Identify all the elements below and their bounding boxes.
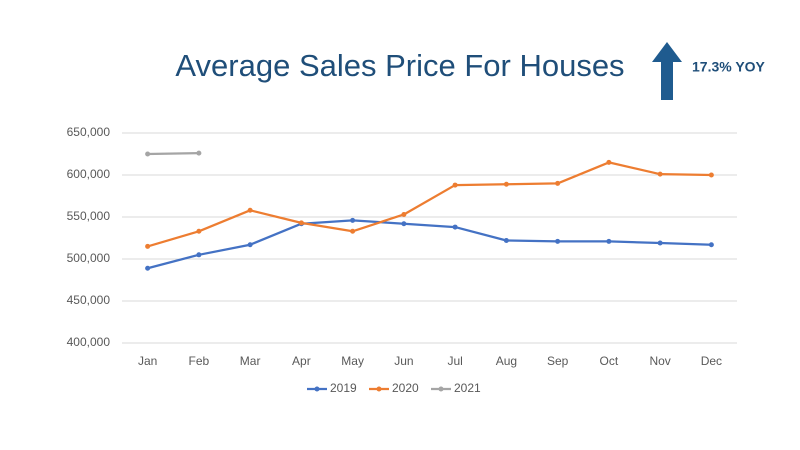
up-arrow [652, 42, 682, 100]
x-tick-label: Feb [189, 354, 210, 368]
point [503, 181, 509, 187]
point [145, 265, 151, 271]
x-tick-label: Sep [547, 354, 569, 368]
x-tick-label: Nov [649, 354, 670, 368]
point [555, 180, 561, 186]
point [196, 252, 202, 258]
point [298, 220, 304, 226]
point [708, 172, 714, 178]
series-line [147, 219, 712, 270]
point [247, 242, 253, 248]
x-tick-label: Dec [701, 354, 722, 368]
x-tick-label: Aug [496, 354, 517, 368]
point [196, 228, 202, 234]
y-tick-label: 600,000 [67, 167, 111, 181]
y-tick-label: 400,000 [67, 335, 111, 349]
point [606, 238, 612, 244]
x-tick-label: Jul [447, 354, 462, 368]
point [555, 238, 561, 244]
x-tick-label: Oct [600, 354, 619, 368]
point [708, 242, 714, 248]
legend-label: 2019 [330, 381, 357, 395]
point [401, 211, 407, 217]
legend-marker [376, 386, 382, 392]
chart-title: Average Sales Price For Houses [175, 48, 624, 83]
point [247, 207, 253, 213]
point [503, 238, 509, 244]
x-tick-label: Jun [394, 354, 413, 368]
x-tick-label: Jan [138, 354, 157, 368]
legend-label: 2020 [392, 381, 419, 395]
point [606, 159, 612, 165]
series-line [147, 161, 712, 248]
legend-label: 2021 [454, 381, 481, 395]
point [145, 243, 151, 249]
point [401, 221, 407, 227]
point [657, 171, 663, 177]
point [452, 182, 458, 188]
x-tick-label: May [341, 354, 364, 368]
series-line [147, 152, 199, 156]
point [452, 224, 458, 230]
x-tick-label: Mar [240, 354, 261, 368]
annotation: 17.3% YOY [692, 59, 766, 75]
y-tick-label: 550,000 [67, 209, 111, 223]
y-tick-label: 450,000 [67, 293, 111, 307]
point [657, 240, 663, 246]
legend-marker [314, 386, 320, 392]
point [196, 150, 202, 156]
point [350, 228, 356, 234]
y-tick-label: 500,000 [67, 251, 111, 265]
x-tick-label: Apr [292, 354, 311, 368]
y-tick-label: 650,000 [67, 125, 111, 139]
point [145, 151, 151, 157]
point [350, 217, 356, 223]
legend-marker [438, 386, 444, 392]
